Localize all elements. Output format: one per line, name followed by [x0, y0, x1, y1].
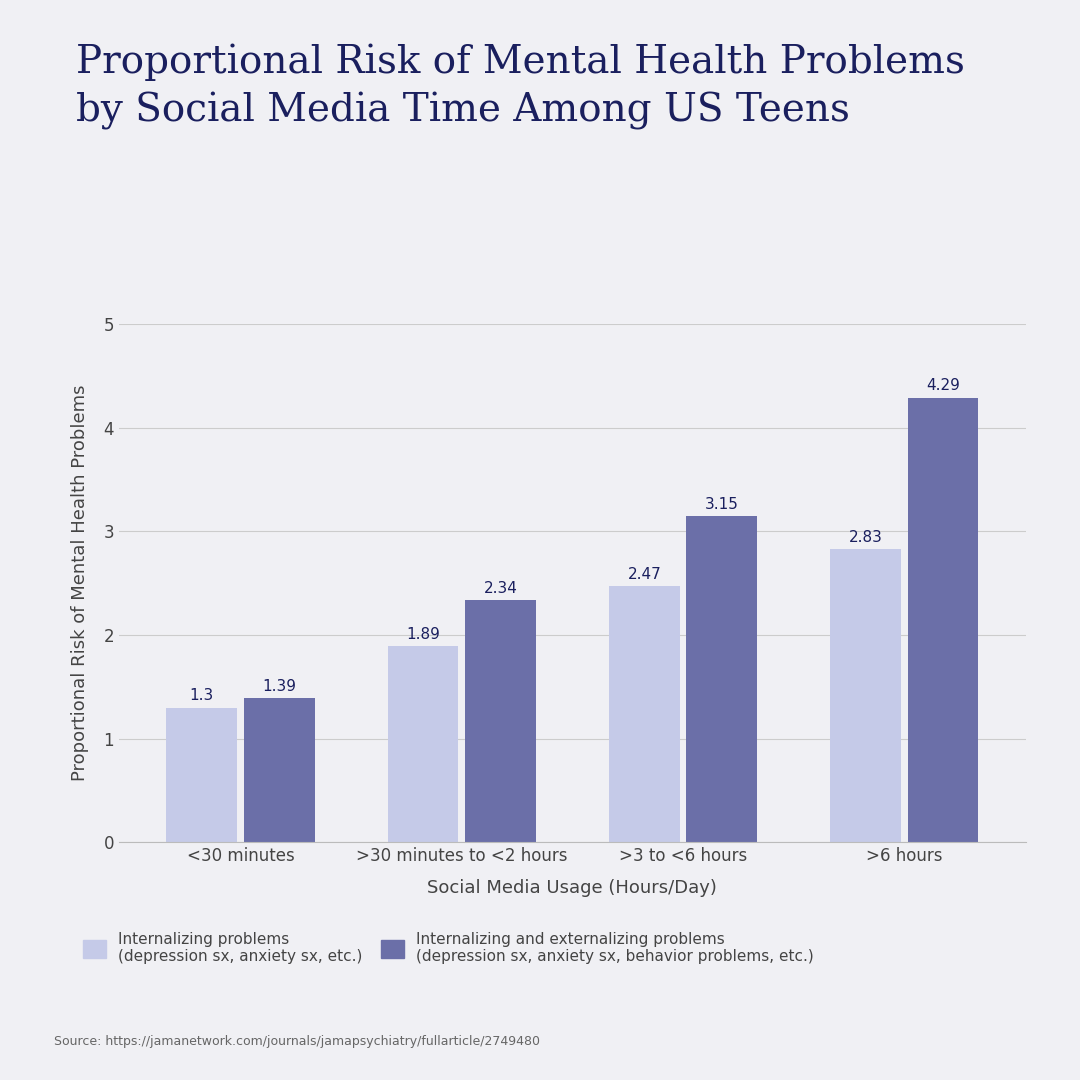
Bar: [388, 647, 458, 842]
Y-axis label: Proportional Risk of Mental Health Problems: Proportional Risk of Mental Health Probl…: [71, 384, 90, 782]
Text: 1.3: 1.3: [190, 688, 214, 703]
Text: 4.29: 4.29: [926, 378, 960, 393]
X-axis label: Social Media Usage (Hours/Day): Social Media Usage (Hours/Day): [428, 879, 717, 897]
Legend: Internalizing problems
(depression sx, anxiety sx, etc.), Internalizing and exte: Internalizing problems (depression sx, a…: [83, 932, 814, 964]
Text: 2.34: 2.34: [484, 581, 517, 596]
Bar: [831, 549, 901, 842]
Bar: [907, 397, 978, 842]
Text: 2.47: 2.47: [627, 567, 661, 582]
Bar: [244, 699, 314, 842]
Bar: [166, 707, 238, 842]
Bar: [465, 599, 536, 842]
Text: 1.89: 1.89: [406, 627, 440, 643]
Bar: [609, 586, 679, 842]
Text: 3.15: 3.15: [705, 497, 739, 512]
Bar: [687, 516, 757, 842]
Text: 1.39: 1.39: [262, 679, 296, 694]
Text: Source: https://jamanetwork.com/journals/jamapsychiatry/fullarticle/2749480: Source: https://jamanetwork.com/journals…: [54, 1035, 540, 1048]
Text: 2.83: 2.83: [849, 530, 882, 544]
Text: Proportional Risk of Mental Health Problems
by Social Media Time Among US Teens: Proportional Risk of Mental Health Probl…: [76, 43, 964, 131]
